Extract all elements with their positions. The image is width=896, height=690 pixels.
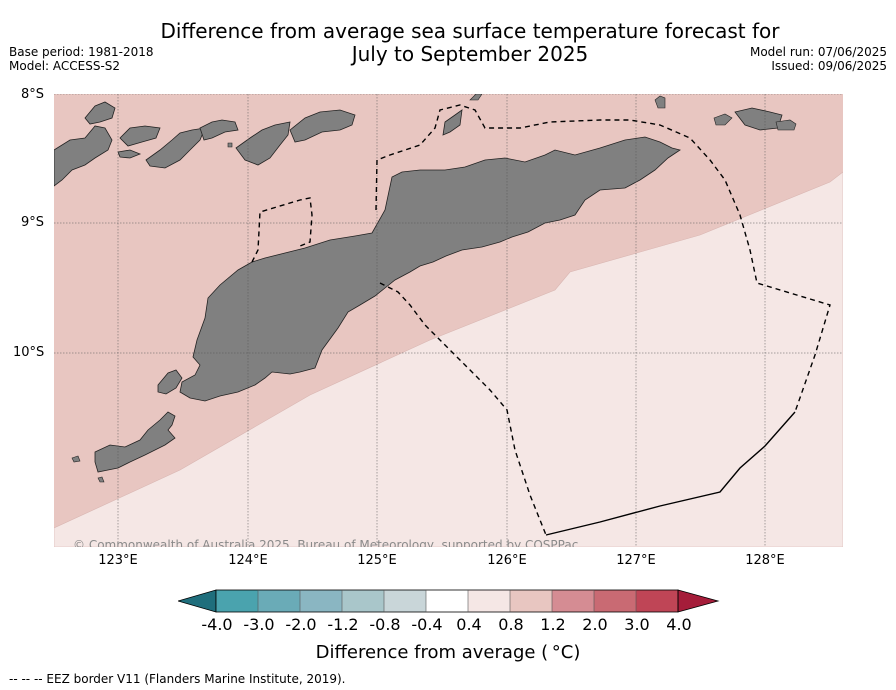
- islet-1: [97, 476, 105, 483]
- meta-right: Model run: 07/06/2025 Issued: 09/06/2025: [750, 45, 887, 73]
- lon-label-126e: 126°E: [487, 553, 527, 568]
- lon-label-127e: 127°E: [616, 553, 656, 568]
- cbar-tick-0p8: 0.8: [498, 615, 524, 634]
- lon-label-123e: 123°E: [98, 553, 138, 568]
- colorbar-dividers: [257, 590, 637, 612]
- eez-south: [379, 282, 547, 536]
- lon-label-125e: 125°E: [357, 553, 397, 568]
- colorbar-frame: [215, 589, 679, 613]
- alor-island: [199, 119, 239, 141]
- colorbar-high-extend: [677, 589, 720, 613]
- lat-label-9s: 9°S: [21, 215, 45, 230]
- colorbar-bin-3: [300, 590, 342, 612]
- cbar-tick-3: 3.0: [624, 615, 650, 634]
- cbar-tick-m3: -3.0: [243, 615, 275, 634]
- colorbar-low-extend: [178, 589, 217, 613]
- cbar-tick-m4: -4.0: [201, 615, 233, 634]
- colorbar-bin-8: [510, 590, 552, 612]
- colorbar-bin-11: [636, 590, 678, 612]
- graticule: [54, 94, 843, 547]
- semau-island: [157, 369, 183, 395]
- eez-southeast: [545, 411, 796, 536]
- title-line-2: July to September 2025: [351, 42, 589, 66]
- model-run: Model run: 07/06/2025: [749, 45, 887, 59]
- lon-label-128e: 128°E: [745, 553, 785, 568]
- base-period: Base period: 1981-2018: [9, 45, 154, 59]
- islet-6: [227, 142, 233, 148]
- flores-island: [54, 125, 113, 187]
- cbar-tick-m0p8: -0.8: [369, 615, 401, 634]
- colorbar-bin-1: [216, 590, 258, 612]
- ndao-island: [71, 455, 81, 463]
- ocean-anomaly-0p4: [54, 171, 843, 547]
- cbar-tick-0p4: 0.4: [456, 615, 482, 634]
- colorbar-bin-7: [468, 590, 510, 612]
- lat-label-8s: 8°S: [21, 87, 45, 102]
- colorbar-bin-10: [594, 590, 636, 612]
- adonara-island: [119, 125, 161, 147]
- eez-north: [375, 104, 831, 413]
- eez-border-solid: [545, 411, 796, 536]
- colorbar-bin-2: [258, 590, 300, 612]
- title-line-1: Difference from average sea surface temp…: [160, 19, 780, 43]
- colorbar-bin-9: [552, 590, 594, 612]
- lon-label-124e: 124°E: [228, 553, 268, 568]
- islet-4: [713, 113, 733, 126]
- eez-west-pocket: [251, 197, 313, 263]
- islet-3: [654, 95, 666, 109]
- cbar-tick-m1p2: -1.2: [327, 615, 359, 634]
- copyright-text: © Commonwealth of Australia 2025, Bureau…: [73, 538, 578, 552]
- map-title: Difference from average sea surface temp…: [120, 20, 820, 66]
- eez-border: [251, 104, 831, 536]
- cbar-tick-4: 4.0: [666, 615, 692, 634]
- model-name: Model: ACCESS-S2: [9, 59, 121, 73]
- cbar-tick-1p2: 1.2: [540, 615, 566, 634]
- meta-left: Base period: 1981-2018 Model: ACCESS-S2: [9, 45, 154, 73]
- lat-label-10s: 10°S: [13, 345, 45, 360]
- islet-2: [469, 94, 483, 101]
- colorbar: [178, 589, 720, 613]
- wetar-island: [289, 109, 356, 143]
- islet-5: [775, 119, 797, 131]
- cbar-tick-2: 2.0: [582, 615, 608, 634]
- lembata-island: [84, 101, 116, 125]
- rote-island: [94, 411, 176, 473]
- colorbar-bin-6: [426, 590, 468, 612]
- cbar-tick-m0p4: -0.4: [411, 615, 443, 634]
- atauro-island: [442, 109, 463, 136]
- cbar-tick-m2: -2.0: [285, 615, 317, 634]
- colorbar-bin-4: [342, 590, 384, 612]
- issued-date: Issued: 09/06/2025: [771, 59, 887, 73]
- eez-legend-note: -- -- -- EEZ border V11 (Flanders Marine…: [9, 672, 346, 686]
- timor-island: [179, 136, 681, 402]
- colorbar-title: Difference from average ( °C): [315, 642, 581, 663]
- solor-island: [117, 149, 142, 159]
- alor-east-island: [235, 121, 291, 166]
- colorbar-bin-5: [384, 590, 426, 612]
